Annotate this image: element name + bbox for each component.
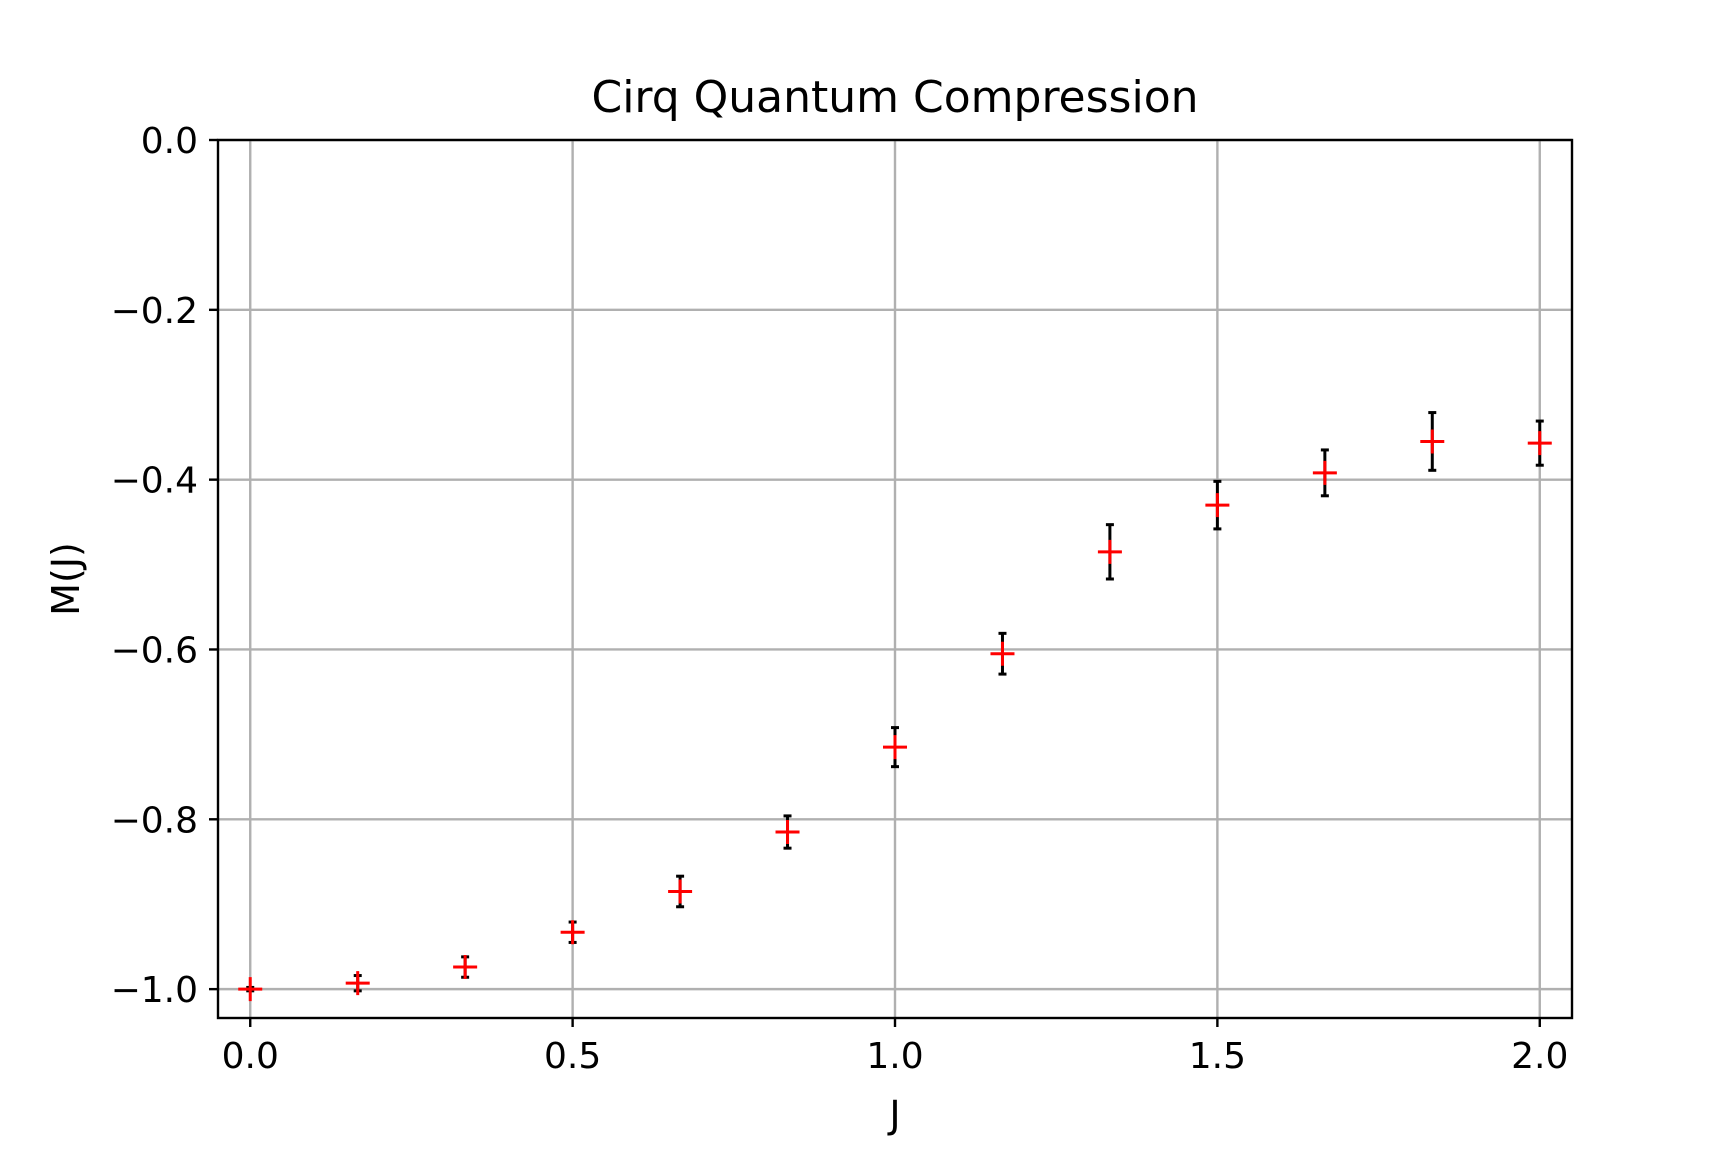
data-point (238, 977, 263, 1002)
data-point (1420, 429, 1445, 454)
data-point (1205, 493, 1230, 518)
data-markers (238, 429, 1552, 1002)
data-point (883, 735, 907, 760)
y-axis-label: M(J) (44, 542, 88, 616)
y-tick-label: −0.8 (111, 800, 198, 841)
y-tick-label: −0.2 (111, 291, 198, 332)
y-tick-label: 0.0 (141, 121, 198, 162)
x-tick-label: 0.0 (222, 1036, 279, 1077)
data-point (1312, 460, 1337, 485)
data-point (453, 955, 478, 980)
data-point (1527, 431, 1552, 456)
x-tick-label: 0.5 (544, 1036, 601, 1077)
y-tick-label: −0.6 (111, 630, 198, 671)
x-tick-label: 1.5 (1189, 1036, 1246, 1077)
data-point (1097, 539, 1122, 564)
data-point (990, 641, 1015, 666)
x-tick-label: 2.0 (1511, 1036, 1568, 1077)
y-tick-label: −1.0 (111, 970, 198, 1011)
y-tick-label: −0.4 (111, 461, 198, 502)
x-axis-label: J (887, 1093, 900, 1137)
ticks: 0.0 0.5 1.0 1.5 2.0 0.0 −0.2 −0.4 −0.6 −0.8 −1.0 (111, 121, 1569, 1077)
data-point (345, 971, 370, 996)
chart-title: Cirq Quantum Compression (591, 72, 1198, 123)
data-point (775, 820, 800, 845)
data-point (560, 920, 585, 945)
x-tick-label: 1.0 (866, 1036, 923, 1077)
data-point (668, 879, 693, 904)
